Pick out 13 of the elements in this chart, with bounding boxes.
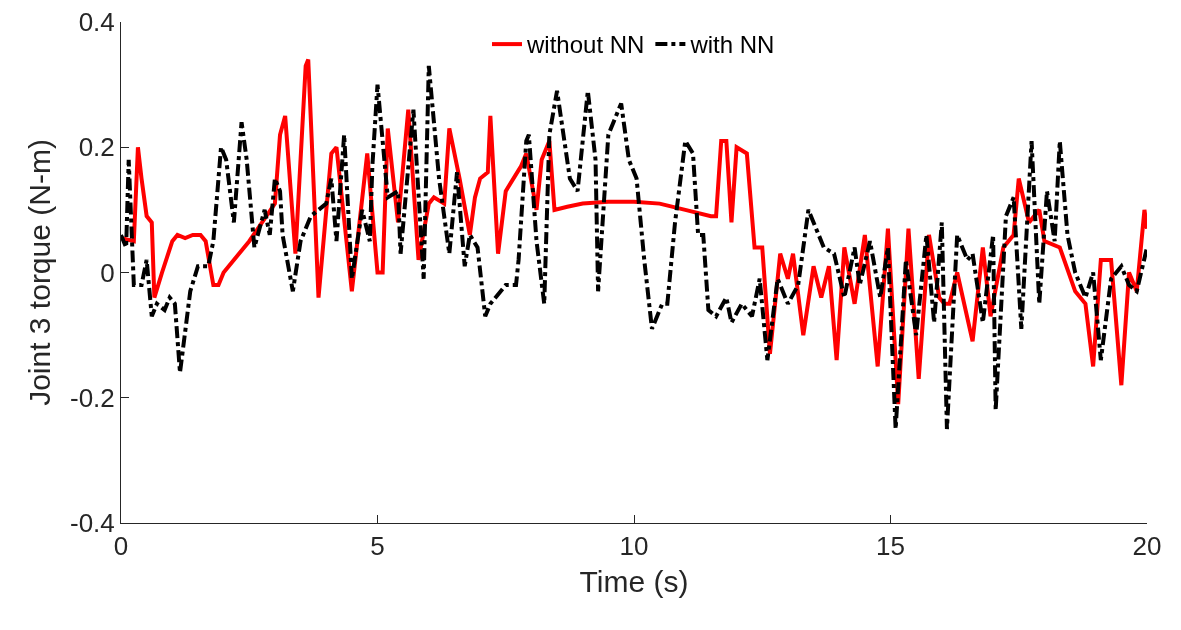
x-tick-label: 15	[876, 531, 905, 562]
y-tick-label: 0.2	[78, 132, 115, 163]
x-tick-label: 5	[370, 531, 385, 562]
x-tick-label: 20	[1132, 531, 1162, 562]
legend-label: with NN	[689, 31, 775, 59]
legend-label: without NN	[526, 31, 645, 59]
y-tick-label: -0.2	[69, 382, 115, 413]
y-tick-label: 0	[100, 257, 115, 288]
x-tick-label: 10	[619, 531, 649, 562]
y-tick-label: -0.4	[69, 508, 115, 539]
y-axis-title: Joint 3 torque (N-m)	[22, 139, 56, 406]
y-tick-label: 0.4	[78, 7, 115, 38]
x-axis-title: Time (s)	[579, 564, 689, 598]
